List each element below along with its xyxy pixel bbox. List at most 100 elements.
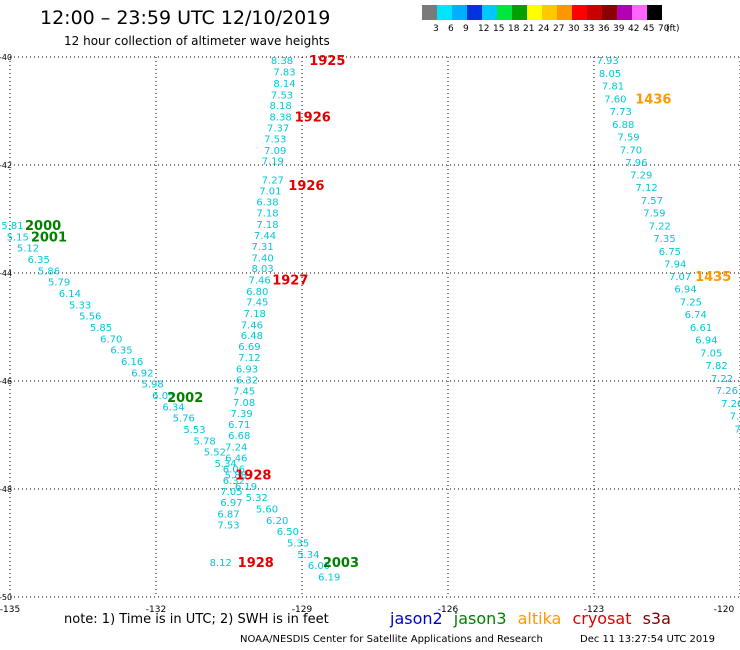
swh-value: 7.82	[706, 361, 728, 372]
swh-value: 5.12	[17, 244, 39, 255]
scale-label: 30	[568, 24, 580, 34]
swh-value: 7.94	[664, 259, 686, 270]
swh-value: 6.75	[659, 247, 681, 258]
swh-value: 7.26	[721, 399, 740, 410]
swh-value: 7.8	[734, 425, 740, 436]
swh-value: 7.01	[259, 186, 281, 197]
scale-swatch	[437, 5, 452, 20]
pass-time-label: 1926	[295, 110, 331, 125]
swh-value: 5.53	[183, 425, 205, 436]
swh-value: 7.46	[249, 275, 271, 286]
swh-value: 6.20	[266, 516, 288, 527]
swh-value: 6.97	[220, 498, 242, 509]
swh-value: 7.73	[610, 107, 632, 118]
lon-label: -135	[0, 605, 20, 615]
legend-s3a: s3a	[642, 609, 671, 628]
footer-timestamp: Dec 11 13:27:54 UTC 2019	[580, 634, 715, 645]
swh-value: 6.68	[228, 431, 250, 442]
scale-swatch	[497, 5, 512, 20]
swh-value: 8.14	[273, 79, 295, 90]
scale-swatch	[482, 5, 497, 20]
legend-jason2: jason2	[390, 609, 443, 628]
swh-value: 7.08	[233, 398, 255, 409]
swh-value: 5.56	[79, 312, 101, 323]
swh-value: 7.12	[635, 183, 657, 194]
swh-value: 7.31	[251, 242, 273, 253]
lon-label: -126	[438, 605, 459, 615]
legend-jason3: jason3	[453, 609, 507, 628]
note-text: note: 1) Time is in UTC; 2) SWH is in fe…	[64, 612, 329, 627]
swh-value: 6.35	[110, 346, 132, 357]
scale-label: 39	[613, 24, 625, 34]
page-title: 12:00 – 23:59 UTC 12/10/2019	[40, 7, 331, 29]
scale-swatch	[467, 5, 482, 20]
swh-value: 7.70	[620, 145, 642, 156]
swh-value: 7.93	[596, 56, 618, 67]
swh-value: 6.14	[59, 289, 81, 300]
swh-value: 7.45	[246, 298, 268, 309]
lat-label: -50	[0, 593, 12, 602]
pass-time-label: 1928	[238, 556, 274, 571]
swh-value: 6.69	[238, 342, 260, 353]
scale-swatch	[512, 5, 527, 20]
swh-value: 6.88	[612, 120, 634, 131]
swh-value: 5.52	[204, 448, 226, 459]
swh-value: 6.74	[685, 310, 707, 321]
swh-value: 7.45	[233, 387, 255, 398]
lon-label: -120	[714, 605, 735, 615]
swh-value: 8.12	[210, 558, 232, 569]
swh-value: 7.96	[625, 158, 647, 169]
swh-value: 6.19	[235, 482, 257, 493]
swh-value: 6.48	[241, 331, 263, 342]
scale-label: 36	[598, 24, 610, 34]
swh-value: 5.98	[141, 380, 163, 391]
swh-value: 7.39	[231, 409, 253, 420]
swh-value: 7.40	[251, 253, 273, 264]
swh-value: 6.70	[100, 334, 122, 345]
scale-swatch	[617, 5, 632, 20]
scale-swatch	[587, 5, 602, 20]
pass-time-label: 1927	[272, 273, 308, 288]
scale-label: 24	[538, 24, 550, 34]
swh-value: 6.32	[236, 375, 258, 386]
swh-value: 5.33	[69, 300, 91, 311]
swh-value: 7.29	[630, 171, 652, 182]
swh-value: 7.18	[244, 309, 266, 320]
swh-value: 7.27	[262, 176, 284, 187]
scale-swatch	[602, 5, 617, 20]
swh-value: 6.06	[223, 464, 245, 475]
page-subtitle: 12 hour collection of altimeter wave hei…	[64, 34, 330, 48]
swh-value: 7.57	[641, 196, 663, 207]
swh-value: 6.80	[246, 287, 268, 298]
pass-time-label: 2002	[167, 391, 203, 406]
swh-value: 7.25	[680, 298, 702, 309]
scale-label: 27	[553, 24, 565, 34]
swh-value: 7.26	[716, 386, 738, 397]
swh-value: 5.76	[173, 414, 195, 425]
pass-time-label: 2001	[31, 230, 67, 245]
scale-swatch	[452, 5, 467, 20]
scale-label: 9	[463, 24, 469, 34]
swh-value: 8.18	[269, 101, 291, 112]
swh-value: 7.53	[271, 90, 293, 101]
swh-value: 6.46	[225, 454, 247, 465]
scale-swatch	[647, 5, 662, 20]
swh-value: 5.34	[214, 459, 236, 470]
pass-time-label: 2000	[25, 219, 61, 234]
swh-value: 6.94	[674, 285, 696, 296]
swh-value: 8.05	[599, 69, 621, 80]
swh-value: 7.83	[273, 68, 295, 79]
scale-label: 18	[508, 24, 520, 34]
swh-value: 7.46	[241, 320, 263, 331]
swh-value: 7.37	[267, 124, 289, 135]
swh-value: 6.05	[152, 391, 174, 402]
swh-value: 5.35	[287, 538, 309, 549]
swh-value: 6.19	[318, 572, 340, 583]
swh-value: 6.71	[228, 420, 250, 431]
pass-time-label: 1926	[288, 179, 324, 194]
swh-value: 6.38	[256, 198, 278, 209]
scale-label: 70	[658, 24, 670, 34]
swh-value: 7.53	[217, 521, 239, 532]
lon-label: -129	[292, 605, 313, 615]
